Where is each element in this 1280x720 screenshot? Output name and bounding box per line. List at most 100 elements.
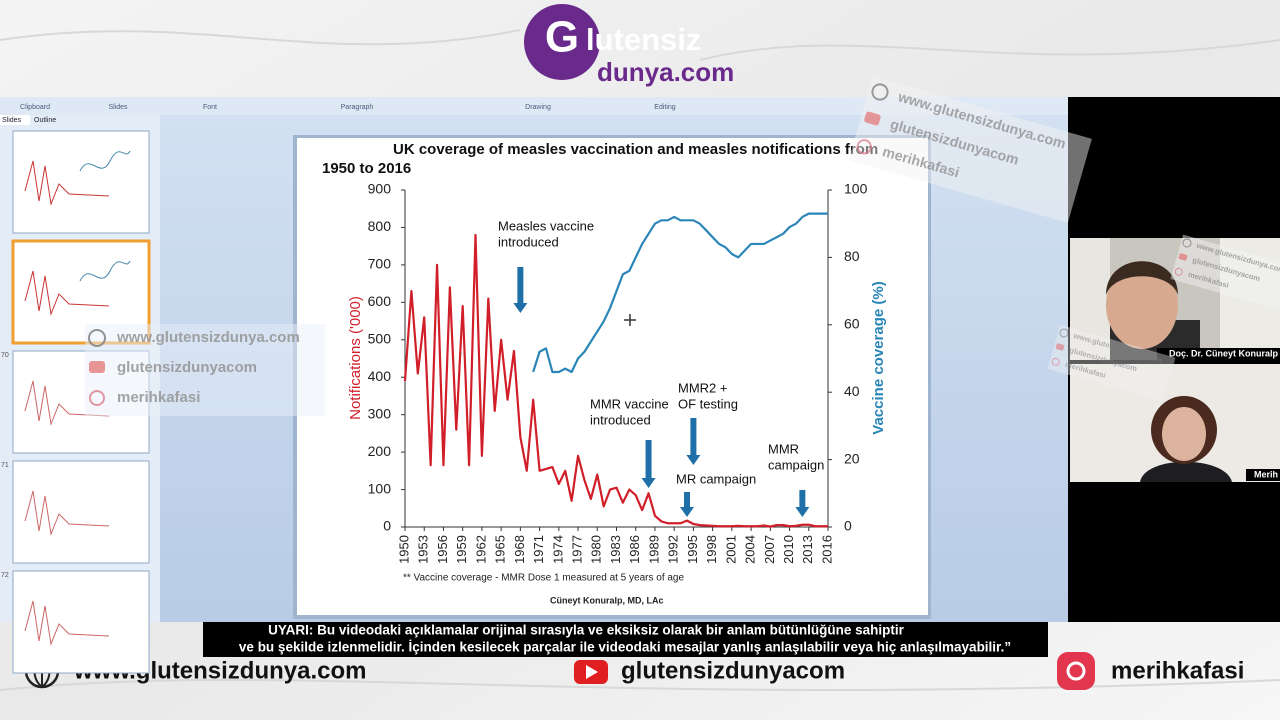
participant-name: Merih <box>1254 469 1278 479</box>
annotation-arrow <box>517 267 524 304</box>
y2-tick-label: 80 <box>844 248 860 264</box>
annotation-text: introduced <box>590 412 651 427</box>
annotation-arrow <box>513 303 528 313</box>
watermark-text: glutensizdunyacom <box>117 359 257 376</box>
watermark: www.glutensizdunya.com glutensizdunyacom m… <box>85 324 325 416</box>
pane-tab-label[interactable]: Outline <box>34 117 56 124</box>
slide-thumbnail[interactable] <box>12 130 150 234</box>
video-bg <box>1070 238 1110 360</box>
annotation-text: campaign <box>768 457 824 472</box>
y-tick-label: 700 <box>368 256 392 272</box>
x-tick-label: 1980 <box>589 535 604 564</box>
annotation-arrow <box>795 507 810 517</box>
y2-tick-label: 60 <box>844 316 860 332</box>
y-tick-label: 900 <box>368 181 392 197</box>
participant-name: Doç. Dr. Cüneyt Konuralp <box>1169 348 1279 358</box>
annotation-text: MMR vaccine <box>590 396 669 411</box>
annotation-text: MR campaign <box>676 471 756 486</box>
annotation-arrow <box>680 507 694 517</box>
y-tick-label: 600 <box>368 293 392 309</box>
watermark-text: merihkafasi <box>117 389 200 406</box>
cursor <box>624 314 636 326</box>
y2-tick-label: 100 <box>844 181 868 197</box>
x-tick-label: 1974 <box>550 535 565 564</box>
watermark-box <box>85 324 325 416</box>
watermark-icon <box>1055 343 1065 351</box>
x-tick-label: 1956 <box>435 535 450 564</box>
x-tick-label: 2001 <box>723 535 738 564</box>
watermark-icon <box>864 111 881 126</box>
chart-title: 1950 to 2016 <box>322 160 411 177</box>
annotation-text: OF testing <box>678 396 738 411</box>
x-tick-label: 1965 <box>493 535 508 564</box>
annotation-text: Measles vaccine <box>498 218 594 233</box>
x-tick-label: 2013 <box>800 535 815 564</box>
y-tick-label: 300 <box>368 405 392 421</box>
annotation-arrow <box>690 418 697 456</box>
annotation-text: MMR2 + <box>678 380 727 395</box>
x-tick-label: 2004 <box>743 535 758 564</box>
footer-youtube[interactable]: glutensizdunyacom <box>621 657 845 684</box>
y-tick-label: 0 <box>383 518 391 534</box>
x-tick-label: 1950 <box>396 535 411 564</box>
thumbnail-content <box>24 600 110 646</box>
slide-thumbnail[interactable] <box>12 570 150 674</box>
chart-title: UK coverage of measles vaccination and m… <box>393 141 878 158</box>
video-face <box>1106 261 1178 349</box>
thumbnail-content <box>79 150 131 172</box>
thumbnail-content <box>24 270 110 316</box>
logo-domain: dunya.com <box>597 57 734 87</box>
y-tick-label: 100 <box>368 480 392 496</box>
annotation-text: MMR <box>768 441 799 456</box>
ribbon-group-label: Slides <box>108 104 128 111</box>
watermark-box <box>1047 324 1176 402</box>
watermark-icon <box>1059 328 1069 338</box>
ribbon-group-label: Editing <box>654 104 676 111</box>
warning-bar <box>203 622 1048 657</box>
logo-initial: G <box>545 13 579 62</box>
y-axis-label: Notifications ('000) <box>347 296 364 420</box>
annotation-arrow <box>684 492 690 508</box>
chart-footnote: ** Vaccine coverage - MMR Dose 1 measure… <box>403 573 684 584</box>
x-tick-label: 2016 <box>819 535 834 564</box>
watermark-icon <box>88 329 106 347</box>
watermark-icon <box>89 361 105 373</box>
watermark-icon <box>856 139 872 155</box>
instagram-icon <box>1057 652 1095 690</box>
ribbon-group-label: Clipboard <box>20 104 50 111</box>
ribbon-group-label: Drawing <box>525 104 551 111</box>
x-tick-label: 2007 <box>762 535 777 564</box>
youtube-icon <box>586 665 598 679</box>
video-body <box>1140 461 1232 482</box>
watermark-icon <box>1182 238 1192 248</box>
name-badge <box>1246 469 1280 481</box>
watermark-icon <box>1174 267 1183 276</box>
slide-number: 72 <box>1 572 9 579</box>
ribbon <box>0 97 1068 115</box>
slide-thumbnail[interactable] <box>12 460 150 564</box>
x-tick-label: 1992 <box>666 535 681 564</box>
watermark-box <box>1170 234 1280 312</box>
ribbon-group-label: Paragraph <box>341 104 374 111</box>
thumbnail-content <box>24 380 110 426</box>
logo-text: lutensiz <box>586 22 701 57</box>
name-badge <box>1157 348 1280 360</box>
annotation-arrow <box>686 455 701 465</box>
y-tick-label: 200 <box>368 443 392 459</box>
ribbon-group-label: Font <box>203 104 217 111</box>
y2-tick-label: 20 <box>844 450 860 466</box>
footer-instagram[interactable]: merihkafasi <box>1111 657 1244 684</box>
x-tick-label: 1995 <box>685 535 700 564</box>
watermark-icon <box>1178 253 1188 261</box>
y2-tick-label: 0 <box>844 518 852 534</box>
y2-axis-label: Vaccine coverage (%) <box>870 281 887 434</box>
y-tick-label: 800 <box>368 218 392 234</box>
pane-tab[interactable] <box>0 115 30 125</box>
annotation-text: introduced <box>498 234 559 249</box>
x-tick-label: 1968 <box>512 535 527 564</box>
annotation-arrow <box>645 440 652 479</box>
thumbnail-content <box>24 160 110 206</box>
pane-tab-label[interactable]: Slides <box>2 117 22 124</box>
